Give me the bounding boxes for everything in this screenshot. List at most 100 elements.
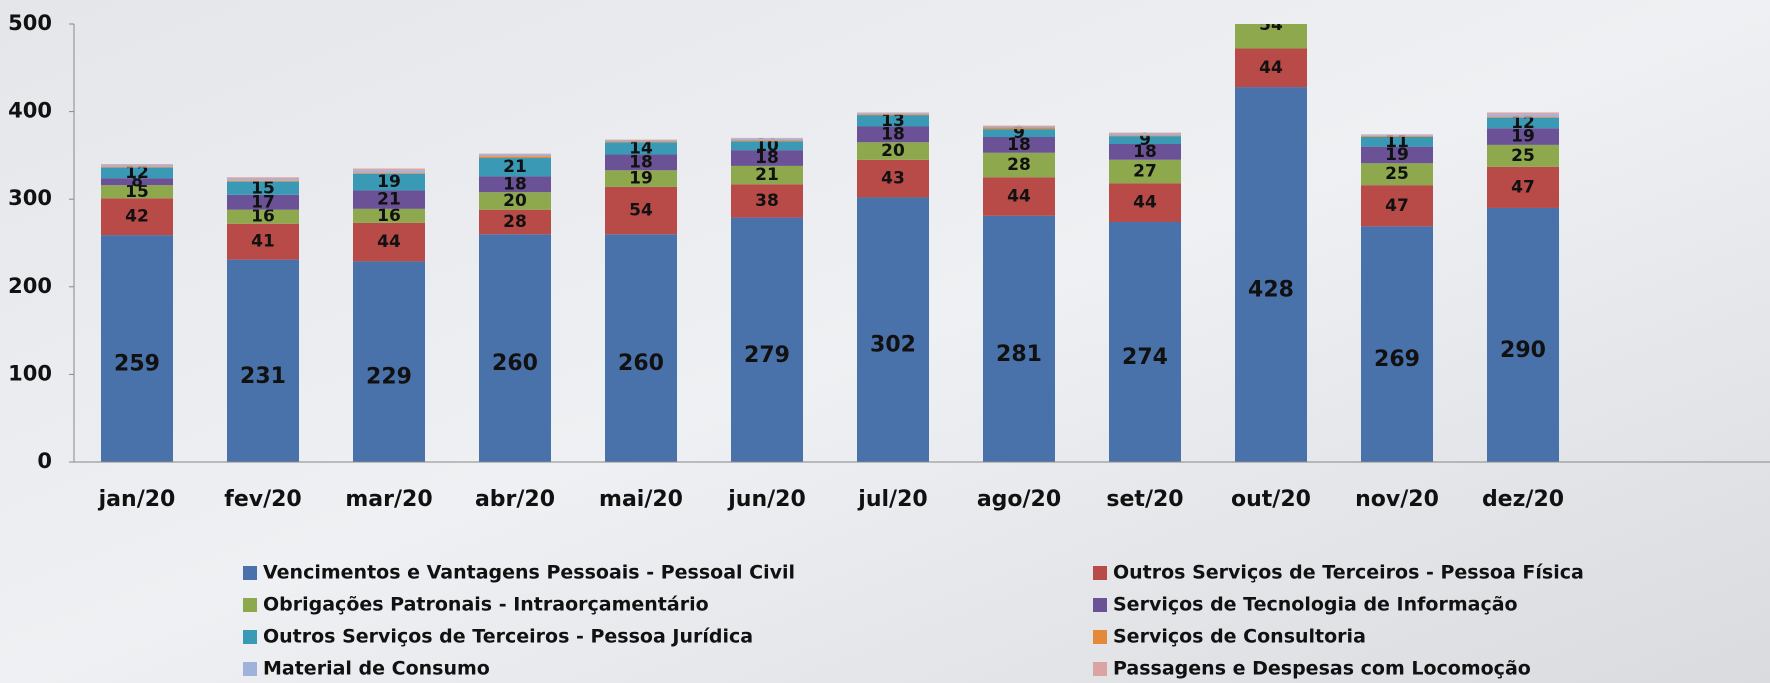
bar-segment: [857, 113, 929, 115]
data-label: 44: [1259, 58, 1283, 78]
bar-segment: [857, 126, 929, 143]
data-label: 18: [1133, 142, 1157, 162]
data-label: 47: [1385, 196, 1409, 216]
legend-label: Serviços de Consultoria: [1113, 626, 1366, 648]
x-tick-label: set/20: [1106, 487, 1183, 512]
legend-swatch: [1093, 598, 1107, 612]
bar-segment: [1487, 116, 1559, 118]
bar-segment: [479, 153, 551, 155]
bar-segment: [1109, 144, 1181, 160]
data-label: 269: [1374, 347, 1420, 372]
legend-label: Serviços de Tecnologia de Informação: [1113, 594, 1518, 616]
legend-label: Passagens e Despesas com Locomoção: [1113, 658, 1531, 680]
x-tick-label: jul/20: [857, 487, 927, 512]
data-label: 19: [629, 169, 653, 189]
bar-segment: [227, 259, 299, 462]
data-label: 19: [1385, 145, 1409, 165]
data-label: 25: [1511, 146, 1535, 166]
bar-segment: [479, 154, 551, 157]
legend-swatch: [1093, 662, 1107, 676]
bar-segment: [857, 115, 929, 127]
data-label: 260: [618, 351, 664, 376]
data-label: 279: [744, 343, 790, 368]
bar-segment: [479, 158, 551, 177]
bar-segment: [1109, 221, 1181, 462]
data-label: 18: [503, 174, 527, 194]
data-label: 9: [1139, 130, 1151, 150]
bar-segment: [1487, 144, 1559, 167]
bar-segment: [1487, 112, 1559, 115]
bar-segment: [983, 137, 1055, 153]
x-tick-label: ago/20: [977, 487, 1061, 512]
data-label: 21: [377, 190, 401, 210]
bar-segment: [101, 178, 173, 186]
bar-segment: [227, 194, 299, 210]
data-label: 231: [240, 364, 286, 389]
bar-segment: [479, 156, 551, 159]
x-tick-label: nov/20: [1355, 487, 1439, 512]
legend-swatch: [243, 566, 257, 580]
x-tick-label: mai/20: [599, 487, 683, 512]
data-label: 20: [503, 191, 527, 211]
bar-segment: [857, 142, 929, 160]
data-label: 41: [251, 232, 275, 252]
data-label: 14: [629, 138, 653, 158]
bar-segment: [983, 126, 1055, 128]
legend-swatch: [1093, 630, 1107, 644]
bar-segment: [353, 208, 425, 223]
data-label: 9: [1013, 123, 1025, 143]
data-label: 229: [366, 365, 412, 390]
x-tick-label: fev/20: [224, 487, 301, 512]
data-label: 28: [1007, 155, 1031, 175]
bar-segment: [1361, 163, 1433, 186]
bar-segment: [605, 170, 677, 187]
data-label: 12: [125, 163, 149, 183]
bar-segment: [353, 170, 425, 173]
bar-segment: [101, 166, 173, 168]
data-label: 44: [1133, 193, 1157, 213]
data-label: 21: [755, 165, 779, 185]
bar-segment: [731, 138, 803, 141]
x-tick-label: out/20: [1231, 487, 1311, 512]
bar-segment: [1361, 134, 1433, 136]
y-tick-label: 300: [8, 186, 52, 210]
y-tick-label: 0: [37, 449, 52, 473]
bar-segment: [1109, 133, 1181, 136]
legend-label: Material de Consumo: [263, 658, 490, 680]
x-tick-label: jun/20: [727, 487, 806, 512]
bar-segment: [1235, 87, 1307, 463]
bar-segment: [1361, 137, 1433, 147]
bar-segment: [983, 215, 1055, 462]
data-label: 38: [755, 191, 779, 211]
bar-segment: [227, 180, 299, 182]
bar-segment: [1109, 135, 1181, 137]
legend-swatch: [1093, 566, 1107, 580]
bar-segment: [479, 176, 551, 193]
plot-area: 2594215812231411617152294416211926028201…: [101, 24, 1559, 463]
bar-segment: [1487, 128, 1559, 145]
data-label: 15: [251, 178, 275, 198]
bar-segment: [1361, 146, 1433, 164]
data-label: 281: [996, 342, 1042, 367]
bar-segment: [353, 168, 425, 171]
bar-segment: [1361, 136, 1433, 138]
bar-segment: [731, 184, 803, 218]
data-label: 12: [1511, 113, 1535, 133]
data-label: 20: [881, 141, 905, 161]
bar-segment: [605, 139, 677, 141]
bar-segment: [731, 137, 803, 139]
bar-segment: [605, 154, 677, 171]
data-label: 54: [629, 201, 653, 221]
bar-segment: [1109, 183, 1181, 222]
data-label: 19: [1511, 127, 1535, 147]
bar-segment: [1361, 185, 1433, 227]
bar-segment: [1487, 207, 1559, 462]
bar-segment: [983, 152, 1055, 178]
bar-segment: [227, 179, 299, 181]
x-tick-label: abr/20: [475, 487, 555, 512]
bar-segment: [857, 197, 929, 462]
data-label: 19: [377, 172, 401, 192]
bar-segment: [227, 177, 299, 180]
bar-segment: [227, 209, 299, 224]
